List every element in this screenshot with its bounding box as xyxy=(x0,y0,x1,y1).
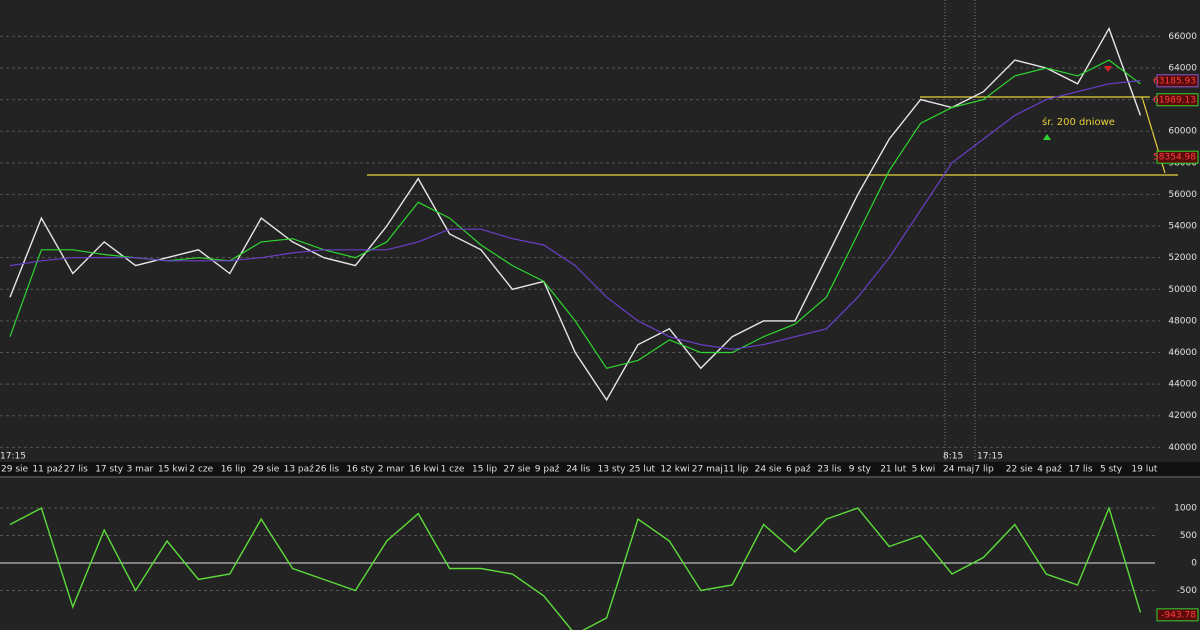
x-tick-label: 11 paź xyxy=(32,465,63,475)
x-tick-label: 5 sty xyxy=(1100,465,1123,475)
x-tick-label: 16 lip xyxy=(221,465,246,475)
x-tick-label: 13 paź xyxy=(284,465,315,475)
x-tick-label: 12 kwi xyxy=(660,465,689,475)
x-tick-label: 22 sie xyxy=(1006,465,1034,475)
value-label: 58354.98 xyxy=(1153,153,1196,163)
y-tick-label: 50000 xyxy=(1168,285,1197,295)
x-tick-label: 26 lis xyxy=(315,465,339,475)
x-tick-label: 24 sie xyxy=(755,465,783,475)
y-tick-label: 40000 xyxy=(1168,443,1197,453)
x-tick-label: 15 lip xyxy=(472,465,497,475)
x-tick-label: 3 mar xyxy=(127,465,154,475)
x-tick-label: 9 sty xyxy=(849,465,872,475)
value-box xyxy=(1156,74,1199,88)
x-tick-label: 5 kwi xyxy=(912,465,936,475)
x-tick-label: 15 kwi xyxy=(158,465,187,475)
value-box xyxy=(1156,150,1199,164)
x-tick-label: 2 mar xyxy=(378,465,405,475)
y-tick-label: -500 xyxy=(1177,586,1198,596)
y-tick-label: 500 xyxy=(1180,531,1197,541)
x-tick-label: 4 paź xyxy=(1037,465,1062,475)
x-tick-label: 16 kwi xyxy=(409,465,438,475)
x-tick-label: 21 lut xyxy=(880,465,907,475)
time-label: 17:15 xyxy=(0,452,26,462)
x-tick-label: 25 lut xyxy=(629,465,656,475)
value-label: -943.78 xyxy=(1161,610,1196,620)
x-tick-label: 27 maj xyxy=(692,465,723,475)
x-tick-label: 17 sty xyxy=(95,465,124,475)
x-tick-label: 19 lut xyxy=(1131,465,1158,475)
date-strip xyxy=(0,462,1200,476)
x-tick-label: 23 lis xyxy=(817,465,841,475)
y-tick-label: 64000 xyxy=(1168,63,1197,73)
x-tick-label: 6 paź xyxy=(786,465,811,475)
value-label: 61989.13 xyxy=(1153,95,1196,105)
x-tick-label: 7 lip xyxy=(974,465,994,475)
y-tick-label: 66000 xyxy=(1168,32,1197,42)
x-tick-label: 27 lis xyxy=(64,465,88,475)
time-label: 17:15 xyxy=(977,452,1003,462)
y-tick-label: 1000 xyxy=(1174,504,1197,514)
x-tick-label: 27 sie xyxy=(503,465,531,475)
y-tick-label: 0 xyxy=(1191,558,1197,568)
x-tick-label: 24 maj xyxy=(943,465,974,475)
x-tick-label: 16 sty xyxy=(346,465,375,475)
y-tick-label: 48000 xyxy=(1168,316,1197,326)
y-tick-label: 42000 xyxy=(1168,411,1197,421)
buy-arrow xyxy=(1043,134,1051,140)
x-tick-label: 29 sie xyxy=(1,465,29,475)
x-tick-label: 2 cze xyxy=(189,465,213,475)
x-tick-label: 29 sie xyxy=(252,465,280,475)
y-tick-label: 52000 xyxy=(1168,253,1197,263)
y-tick-label: 44000 xyxy=(1168,380,1197,390)
value-box xyxy=(1156,608,1199,622)
annotation: śr. 200 dniowe xyxy=(1042,116,1115,128)
x-tick-label: 17 lis xyxy=(1069,465,1093,475)
y-tick-label: 54000 xyxy=(1168,222,1197,232)
y-tick-label: 60000 xyxy=(1168,127,1197,137)
x-tick-label: 13 sty xyxy=(598,465,627,475)
x-tick-label: 11 lip xyxy=(723,465,748,475)
x-tick-label: 24 lis xyxy=(566,465,590,475)
y-tick-label: 56000 xyxy=(1168,190,1197,200)
x-tick-label: 1 cze xyxy=(441,465,465,475)
value-box xyxy=(1156,93,1199,107)
time-label: 8:15 xyxy=(943,452,963,462)
value-label: 63185.93 xyxy=(1153,76,1196,86)
series-line xyxy=(9,59,1141,369)
series-line xyxy=(9,506,1142,630)
y-tick-label: 46000 xyxy=(1168,348,1197,358)
x-tick-label: 9 paź xyxy=(535,465,560,475)
series-line xyxy=(9,80,1141,350)
